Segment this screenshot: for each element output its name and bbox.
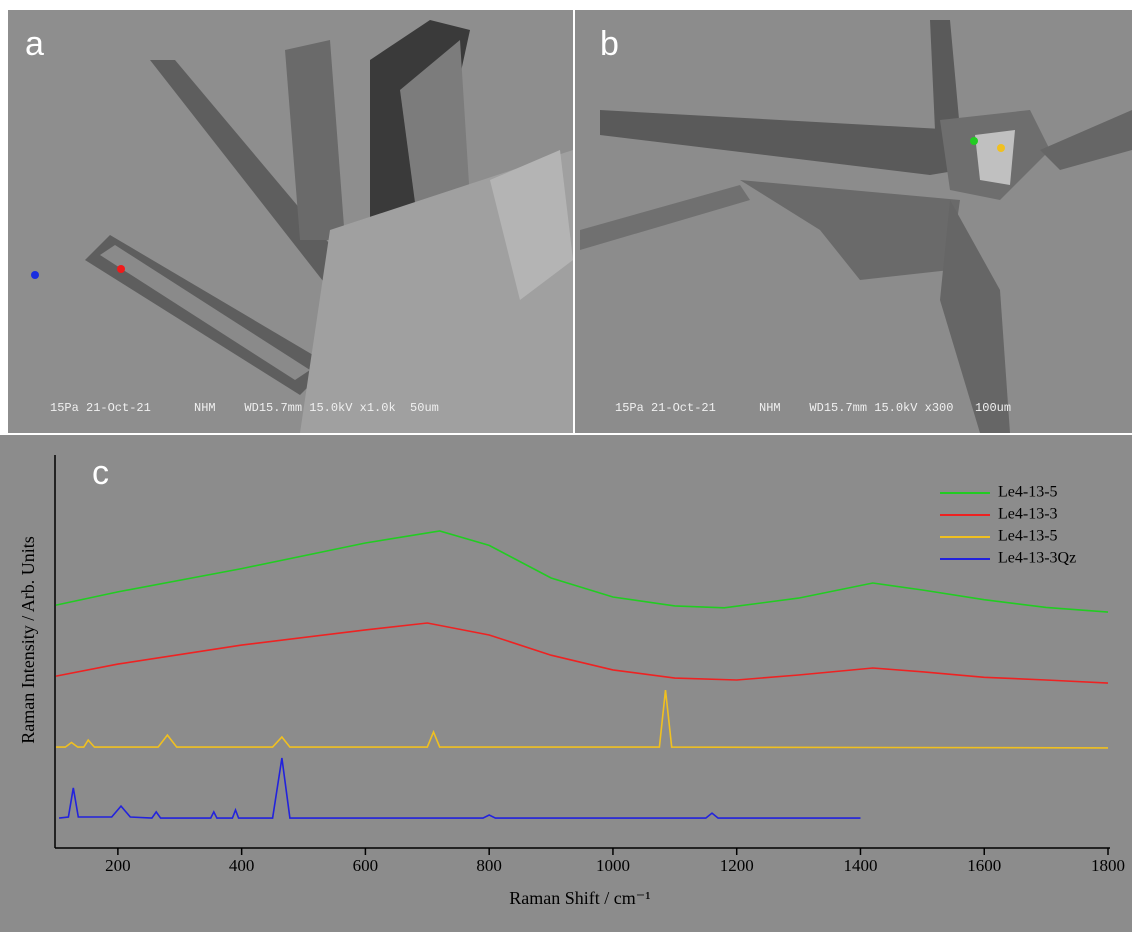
sem-image-a: a 15Pa 21-Oct-21 NHM WD15.7mm 15.0kV x1.… bbox=[8, 10, 573, 433]
x-tick-label: 400 bbox=[229, 856, 255, 875]
x-tick-label: 1400 bbox=[843, 856, 877, 875]
legend-label: Le4-13-5 bbox=[998, 528, 1058, 545]
chart: c Raman Shift / cm⁻¹ Raman Intensity / A… bbox=[0, 435, 1132, 932]
x-tick-label: 200 bbox=[105, 856, 131, 875]
spectrum-line bbox=[56, 690, 1109, 749]
x-tick-label: 600 bbox=[353, 856, 379, 875]
sem-image-b: b 15Pa 21-Oct-21 NHM WD15.7mm 15.0kV x30… bbox=[575, 10, 1132, 433]
x-axis-label: Raman Shift / cm⁻¹ bbox=[509, 888, 650, 908]
x-tick-label: 1800 bbox=[1091, 856, 1125, 875]
legend-label: Le4-13-5 bbox=[998, 484, 1058, 501]
spectrum-line bbox=[55, 530, 1109, 613]
spectrum-line bbox=[55, 622, 1109, 684]
x-tick-label: 800 bbox=[476, 856, 502, 875]
panel-label: a bbox=[25, 25, 44, 63]
legend-label: Le4-13-3Qz bbox=[998, 550, 1076, 567]
legend-label: Le4-13-3 bbox=[998, 506, 1058, 523]
y-axis-label: Raman Intensity / Arb. Units bbox=[18, 536, 38, 743]
image-caption: 15Pa 21-Oct-21 NHM WD15.7mm 15.0kV x1.0k… bbox=[50, 401, 439, 415]
image-caption: 15Pa 21-Oct-21 NHM WD15.7mm 15.0kV x300 … bbox=[615, 401, 1011, 415]
x-tick-label: 1200 bbox=[720, 856, 754, 875]
spectrum-line bbox=[59, 757, 861, 819]
panel-label: c bbox=[92, 454, 109, 492]
x-tick-label: 1000 bbox=[596, 856, 630, 875]
panel-label: b bbox=[600, 25, 619, 63]
x-tick-label: 1600 bbox=[967, 856, 1001, 875]
